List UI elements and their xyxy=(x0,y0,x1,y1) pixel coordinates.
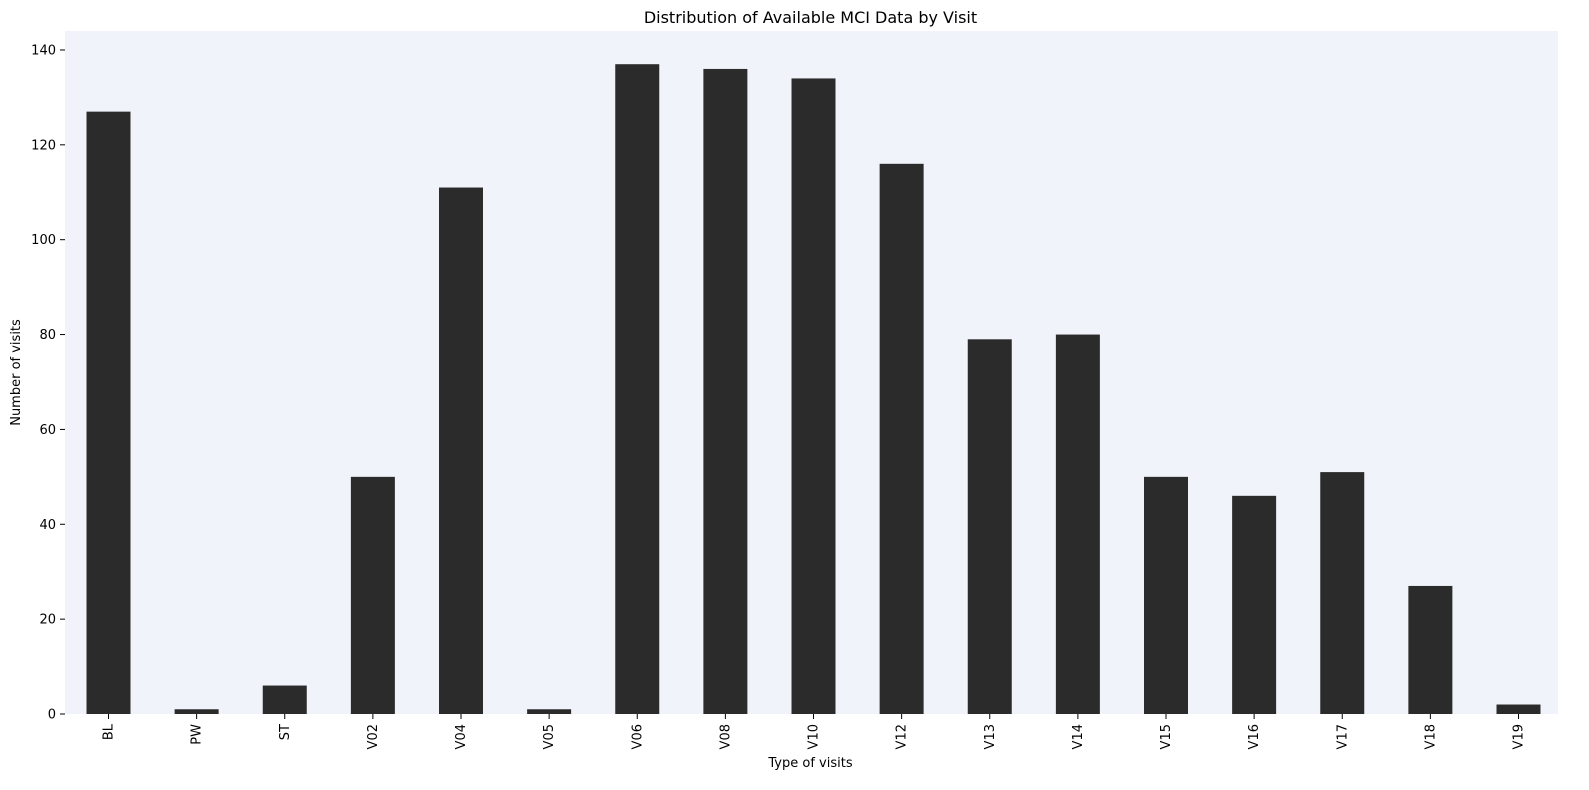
x-tick-label: V02 xyxy=(366,724,381,749)
x-tick-label: V15 xyxy=(1159,724,1174,749)
y-tick-label: 140 xyxy=(31,43,56,58)
bar-v08 xyxy=(703,68,748,714)
x-tick-label: ST xyxy=(278,724,293,740)
x-tick-label: V16 xyxy=(1247,724,1262,749)
bar-v02 xyxy=(350,476,395,714)
bar-bl xyxy=(86,111,131,714)
x-tick-label: V14 xyxy=(1071,724,1086,749)
x-tick-label: V05 xyxy=(542,724,557,749)
x-axis-label: Type of visits xyxy=(767,756,852,771)
y-tick-label: 60 xyxy=(39,423,56,438)
bar-v14 xyxy=(1055,334,1100,714)
x-tick-label: V12 xyxy=(895,724,910,749)
x-tick-label: V18 xyxy=(1423,724,1438,749)
bar-v13 xyxy=(967,339,1012,714)
x-tick-label: BL xyxy=(102,723,117,740)
bar-v10 xyxy=(791,78,836,715)
x-tick-label: V06 xyxy=(630,724,645,749)
bars-group xyxy=(86,64,1541,715)
x-tick-label: V04 xyxy=(454,724,469,749)
x-tick-label: V13 xyxy=(983,724,998,749)
bar-v12 xyxy=(879,163,924,715)
bar-v15 xyxy=(1144,476,1188,714)
bar-v05 xyxy=(527,709,572,714)
y-tick-label: 0 xyxy=(48,708,56,723)
x-tick-label: V10 xyxy=(807,724,822,749)
y-axis-ticks: 0 20 40 60 80 100 120 140 xyxy=(31,43,65,723)
y-axis-label: Number of visits xyxy=(9,319,24,426)
y-tick-label: 100 xyxy=(31,233,56,248)
bar-v17 xyxy=(1320,472,1365,714)
bar-v18 xyxy=(1408,585,1453,714)
bar-v16 xyxy=(1232,495,1277,714)
bar-v04 xyxy=(439,187,483,715)
x-tick-label: V17 xyxy=(1335,724,1350,749)
y-tick-label: 120 xyxy=(31,138,56,153)
bar-v06 xyxy=(615,64,660,714)
bar-pw xyxy=(174,709,219,714)
y-tick-label: 80 xyxy=(39,328,56,343)
x-tick-label: V08 xyxy=(718,724,733,749)
y-tick-label: 20 xyxy=(39,613,56,628)
bar-v19 xyxy=(1496,704,1541,714)
x-axis-ticks: BL PW ST V02 V04 V05 V06 V08 V10 V12 V13 V14 V15 V16 V… xyxy=(102,714,1527,749)
y-tick-label: 40 xyxy=(39,518,56,533)
bar-st xyxy=(262,685,307,714)
x-tick-label: PW xyxy=(190,724,205,745)
chart-title: Distribution of Available MCI Data by Vi… xyxy=(644,8,977,27)
x-tick-label: V19 xyxy=(1512,724,1527,749)
